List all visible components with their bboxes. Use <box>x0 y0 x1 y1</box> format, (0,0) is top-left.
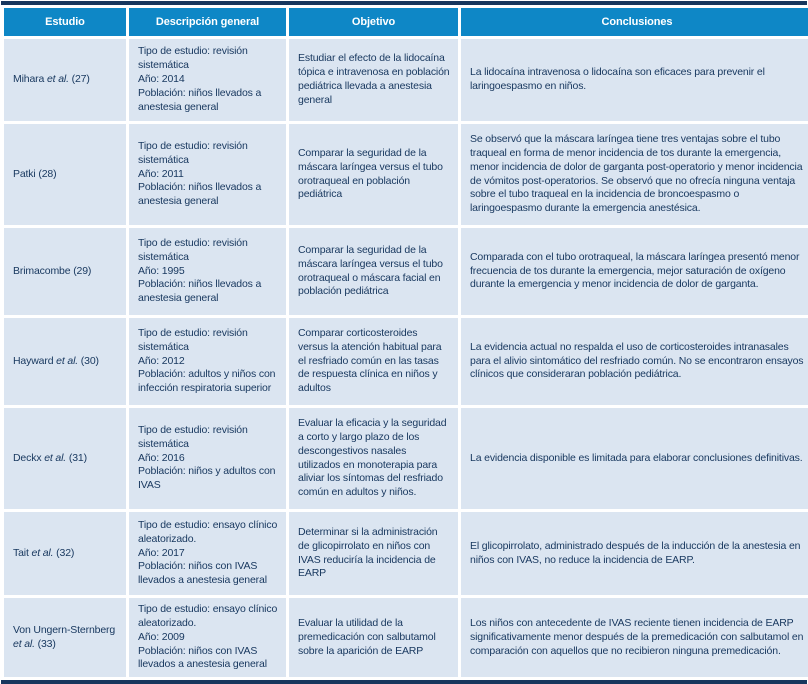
cell-objetivo: Comparar la seguridad de la máscara larí… <box>289 124 458 225</box>
descripcion-line: Año: 2012 <box>138 354 185 367</box>
estudio-text: (33) <box>34 637 56 650</box>
estudio-text: Hayward <box>13 354 57 367</box>
descripcion-line: Tipo de estudio: revisión sistemática <box>138 326 248 353</box>
cell-objetivo: Comparar la seguridad de la máscara larí… <box>289 228 458 315</box>
descripcion-line: Población: niños llevados a anestesia ge… <box>138 278 262 305</box>
cell-objetivo: Evaluar la utilidad de la premedicación … <box>289 598 458 678</box>
table-row: Patki (28) Tipo de estudio: revisión sist… <box>4 124 808 225</box>
cell-descripcion: Tipo de estudio: revisión sistemática Año… <box>129 39 286 121</box>
estudio-text: (31) <box>66 451 87 464</box>
cell-estudio: Patki (28) <box>4 124 126 225</box>
descripcion-line: Año: 2011 <box>138 167 184 180</box>
descripcion-line: Población: adultos y niños con infección… <box>138 368 276 395</box>
table-row: Von Ungern-Sternberg et al. (33) Tipo de … <box>4 598 808 678</box>
descripcion-line: Tipo de estudio: revisión sistemática <box>138 236 248 263</box>
column-header-conclusiones: Conclusiones <box>461 8 808 36</box>
cell-conclusiones: Se observó que la máscara laríngea tiene… <box>461 124 808 225</box>
descripcion-line: Año: 2016 <box>138 451 185 464</box>
cell-conclusiones: El glicopirrolato, administrado después … <box>461 512 808 595</box>
column-header-objetivo: Objetivo <box>289 8 458 36</box>
descripcion-line: Población: niños llevados a anestesia ge… <box>138 86 262 113</box>
cell-conclusiones: La evidencia actual no respalda el uso d… <box>461 318 808 405</box>
table-row: Tait et al. (32) Tipo de estudio: ensayo … <box>4 512 808 595</box>
cell-descripcion: Tipo de estudio: ensayo clínico aleatori… <box>129 512 286 595</box>
descripcion-line: Año: 2017 <box>138 546 185 559</box>
descripcion-line: Año: 1995 <box>138 264 185 277</box>
estudio-text: (30) <box>78 354 99 367</box>
cell-estudio: Tait et al. (32) <box>4 512 126 595</box>
descripcion-line: Tipo de estudio: revisión sistemática <box>138 45 248 72</box>
cell-objetivo: Estudiar el efecto de la lidocaína tópic… <box>289 39 458 121</box>
estudio-text: (32) <box>53 546 75 559</box>
cell-conclusiones: La lidocaína intravenosa o lidocaína son… <box>461 39 808 121</box>
table-header: Estudio Descripción general Objetivo Conclu… <box>4 8 808 36</box>
cell-estudio: Von Ungern-Sternberg et al. (33) <box>4 598 126 678</box>
descripcion-line: Tipo de estudio: ensayo clínico aleatori… <box>138 603 278 629</box>
cell-conclusiones: La evidencia disponible es limitada para… <box>461 408 808 509</box>
estudio-text: Tait <box>13 546 32 559</box>
estudio-text: et al. <box>56 354 79 367</box>
estudio-text: Mihara <box>13 73 47 86</box>
cell-estudio: Deckx et al. (31) <box>4 408 126 509</box>
descripcion-line: Año: 2009 <box>138 630 185 643</box>
estudio-text: et al. <box>44 451 67 464</box>
estudio-text: Brimacombe (29) <box>13 264 92 277</box>
cell-estudio: Brimacombe (29) <box>4 228 126 315</box>
table-body: Mihara et al. (27) Tipo de estudio: revis… <box>4 39 808 678</box>
cell-objetivo: Comparar corticosteroides versus la aten… <box>289 318 458 405</box>
cell-objetivo: Determinar si la administración de glico… <box>289 512 458 595</box>
cell-descripcion: Tipo de estudio: revisión sistemática Año… <box>129 124 286 225</box>
cell-conclusiones: Los niños con antecedente de IVAS recien… <box>461 598 808 678</box>
cell-estudio: Mihara et al. (27) <box>4 39 126 121</box>
estudio-text: Deckx <box>13 451 45 464</box>
table-row: Hayward et al. (30) Tipo de estudio: revi… <box>4 318 808 405</box>
header-row: Estudio Descripción general Objetivo Conclu… <box>4 8 808 36</box>
cell-descripcion: Tipo de estudio: ensayo clínico aleatori… <box>129 598 286 678</box>
column-header-estudio: Estudio <box>4 8 126 36</box>
descripcion-line: Año: 2014 <box>138 73 185 86</box>
descripcion-line: Población: niños con IVAS llevados a ane… <box>138 560 267 587</box>
estudio-text: Patki (28) <box>13 167 57 180</box>
estudio-text: et al. <box>46 73 69 86</box>
studies-review-table: Estudio Descripción general Objetivo Conclu… <box>1 5 808 681</box>
estudio-text: et al. <box>13 637 35 650</box>
table-row: Deckx et al. (31) Tipo de estudio: revisi… <box>4 408 808 509</box>
descripcion-line: Población: niños y adultos con IVAS <box>138 465 276 492</box>
cell-objetivo: Evaluar la eficacia y la seguridad a cor… <box>289 408 458 509</box>
cell-descripcion: Tipo de estudio: revisión sistemática Año… <box>129 228 286 315</box>
estudio-text: et al. <box>31 546 54 559</box>
descripcion-line: Población: niños con IVAS llevados a ane… <box>138 644 267 671</box>
cell-descripcion: Tipo de estudio: revisión sistemática Año… <box>129 408 286 509</box>
descripcion-line: Población: niños llevados a anestesia ge… <box>138 181 262 208</box>
estudio-text: (27) <box>68 73 90 86</box>
descripcion-line: Tipo de estudio: ensayo clínico aleatori… <box>138 518 278 545</box>
table-row: Brimacombe (29) Tipo de estudio: revisión… <box>4 228 808 315</box>
cell-conclusiones: Comparada con el tubo orotraqueal, la má… <box>461 228 808 315</box>
cell-descripcion: Tipo de estudio: revisión sistemática Año… <box>129 318 286 405</box>
column-header-descripcion: Descripción general <box>129 8 286 36</box>
table-row: Mihara et al. (27) Tipo de estudio: revis… <box>4 39 808 121</box>
descripcion-line: Tipo de estudio: revisión sistemática <box>138 423 248 450</box>
estudio-text: Von Ungern-Sternberg <box>13 623 116 636</box>
descripcion-line: Tipo de estudio: revisión sistemática <box>138 139 248 166</box>
cell-estudio: Hayward et al. (30) <box>4 318 126 405</box>
